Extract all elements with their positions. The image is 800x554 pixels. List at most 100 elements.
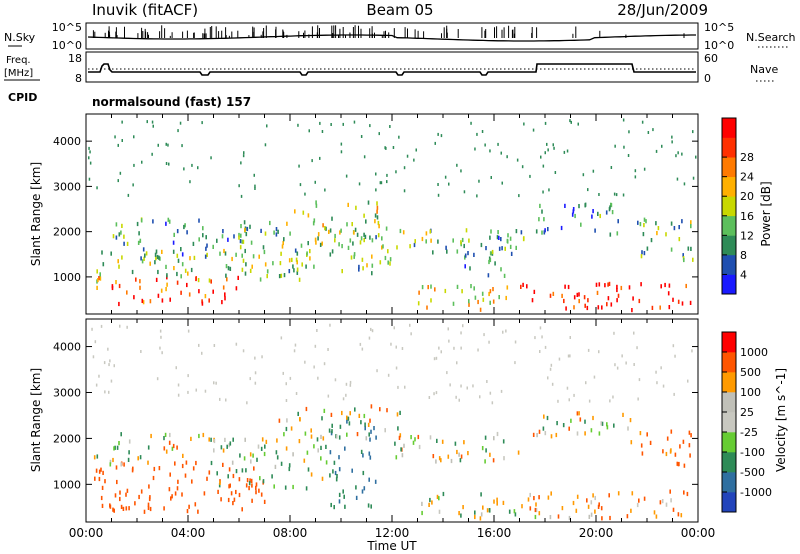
sparse-echo — [681, 152, 683, 156]
heatmap-cell — [477, 299, 479, 305]
heatmap-cell — [418, 290, 420, 295]
nsearch-tick-top: 10^5 — [704, 21, 734, 34]
heatmap-cell — [655, 514, 658, 519]
heatmap-cell — [321, 476, 324, 481]
sparse-echo — [460, 346, 462, 350]
heatmap-cell — [376, 209, 378, 214]
heatmap-cell — [119, 490, 121, 495]
heatmap-cell — [376, 201, 378, 206]
sparse-echo — [113, 364, 115, 368]
sparse-echo — [345, 174, 348, 178]
heatmap-cell — [315, 200, 317, 205]
sparse-echo — [183, 167, 185, 171]
sparse-echo — [647, 131, 650, 134]
heatmap-cell — [142, 247, 145, 252]
heatmap-cell — [241, 507, 243, 512]
sparse-echo — [481, 130, 484, 133]
heatmap-cell — [640, 254, 643, 259]
power-colorbar: 4 8 12 16 20 24 28 — [721, 117, 754, 295]
sparse-echo — [379, 181, 382, 185]
heatmap-cell — [677, 512, 680, 517]
heatmap-cell — [111, 284, 114, 289]
heatmap-cell — [180, 247, 182, 252]
heatmap-cell — [264, 231, 267, 236]
heatmap-cell — [452, 301, 455, 306]
heatmap-cell — [547, 495, 550, 500]
heatmap-cell — [170, 496, 172, 501]
sparse-echo — [529, 174, 531, 178]
heatmap-cell — [638, 298, 641, 304]
heatmap-cell — [257, 444, 260, 449]
sparse-echo — [201, 121, 203, 125]
heatmap-cell — [98, 276, 100, 281]
heatmap-cell — [266, 269, 269, 274]
heatmap-cell — [102, 262, 105, 267]
heatmap-cell — [617, 491, 620, 496]
colorbar-swatch — [722, 492, 736, 513]
sparse-echo — [187, 390, 189, 394]
heatmap-cell — [251, 483, 253, 488]
sparse-echo — [622, 193, 625, 197]
heatmap-cell — [245, 262, 247, 267]
heatmap-cell — [218, 483, 221, 488]
heatmap-cell — [535, 229, 538, 234]
heatmap-cell — [338, 499, 341, 504]
sparse-echo — [363, 155, 366, 159]
heatmap-cell — [285, 446, 288, 451]
heatmap-cell — [235, 469, 238, 474]
heatmap-cell — [660, 284, 662, 289]
heatmap-cell — [355, 485, 357, 490]
heatmap-cell — [181, 262, 184, 267]
heatmap-cell — [364, 422, 366, 427]
sparse-echo — [643, 167, 646, 171]
heatmap-cell — [587, 504, 590, 509]
heatmap-cell — [186, 509, 189, 514]
heatmap-cell — [190, 267, 193, 273]
heatmap-cell — [228, 443, 230, 448]
sparse-echo — [587, 348, 590, 352]
heatmap-cell — [229, 483, 231, 488]
heatmap-cell — [622, 412, 624, 417]
sparse-echo — [398, 135, 400, 139]
heatmap-cell — [425, 239, 427, 244]
heatmap-cell — [609, 515, 611, 521]
sparse-echo — [126, 325, 128, 329]
sparse-echo — [88, 146, 90, 150]
heatmap-cell — [228, 467, 231, 472]
heatmap-cell — [594, 495, 596, 501]
sparse-echo — [242, 154, 245, 158]
sparse-echo — [378, 132, 380, 136]
heatmap-cell — [655, 221, 657, 226]
heatmap-cell — [128, 450, 130, 455]
heatmap-cell — [98, 476, 101, 482]
heatmap-cell — [298, 277, 301, 282]
heatmap-cell — [262, 479, 265, 484]
heatmap-cell — [497, 230, 499, 235]
heatmap-cell — [165, 287, 167, 292]
heatmap-cell — [360, 420, 362, 425]
heatmap-cell — [139, 238, 142, 243]
sparse-echo — [523, 122, 525, 126]
colorbar-swatch — [722, 196, 736, 217]
heatmap-cell — [474, 295, 477, 300]
heatmap-cell — [249, 452, 252, 457]
heatmap-cell — [174, 461, 176, 466]
heatmap-cell — [430, 238, 432, 243]
heatmap-cell — [242, 239, 245, 244]
heatmap-cell — [168, 440, 171, 445]
heatmap-cell — [147, 445, 150, 450]
heatmap-cell — [538, 495, 540, 500]
sparse-echo — [133, 163, 135, 167]
heatmap-cell — [446, 249, 448, 254]
heatmap-cell — [104, 479, 106, 484]
heatmap-cell — [498, 246, 501, 251]
heatmap-cell — [534, 514, 537, 520]
heatmap-cell — [688, 443, 691, 448]
heatmap-cell — [245, 468, 247, 473]
heatmap-cell — [313, 444, 315, 449]
heatmap-cell — [201, 301, 204, 306]
heatmap-cell — [229, 441, 232, 446]
heatmap-cell — [114, 445, 116, 450]
heatmap-cell — [112, 457, 114, 463]
heatmap-cell — [599, 213, 601, 219]
